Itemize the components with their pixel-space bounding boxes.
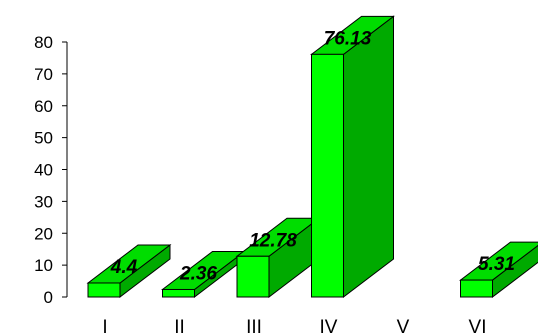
y-tick-label: 50	[34, 129, 53, 148]
y-tick-label: 40	[34, 161, 53, 180]
data-label-VI: 5.31	[478, 254, 515, 275]
data-labels: 4.4 2.36 12.78 76.13 5.31	[110, 28, 515, 284]
bar-front	[162, 288, 195, 298]
y-tick-label: 70	[34, 65, 53, 84]
bar-VI	[459, 241, 538, 299]
y-tick-label: 60	[34, 97, 53, 116]
data-label-IV: 76.13	[324, 28, 372, 49]
bar-II	[161, 250, 246, 299]
y-tick-label: 0	[44, 288, 53, 307]
bars	[86, 15, 538, 299]
y-tick-labels: 0 10 20 30 40 50 60 70 80	[34, 33, 53, 307]
bar-IV	[310, 15, 395, 299]
category-label-VI: VI	[469, 317, 487, 336]
category-labels: I II III IV V VI	[102, 317, 486, 336]
y-tick-label: 30	[34, 192, 53, 211]
y-tick-label: 20	[34, 224, 53, 243]
category-label-II: II	[174, 317, 185, 336]
y-axis	[62, 41, 68, 298]
bar-I	[86, 243, 172, 299]
bar-front	[236, 255, 270, 298]
data-label-III: 12.78	[249, 230, 297, 251]
bar-front	[87, 282, 121, 298]
bar-III	[235, 217, 321, 299]
category-label-V: V	[397, 317, 410, 336]
bar-front	[311, 53, 344, 298]
bar-front	[460, 279, 493, 298]
bar-side	[343, 15, 394, 299]
category-label-I: I	[102, 317, 107, 336]
category-label-III: III	[246, 317, 262, 336]
category-label-IV: IV	[320, 317, 338, 336]
y-tick-label: 10	[34, 256, 53, 275]
data-label-II: 2.36	[179, 263, 217, 284]
data-label-I: 4.4	[110, 257, 138, 278]
y-tick-label: 80	[34, 33, 53, 52]
